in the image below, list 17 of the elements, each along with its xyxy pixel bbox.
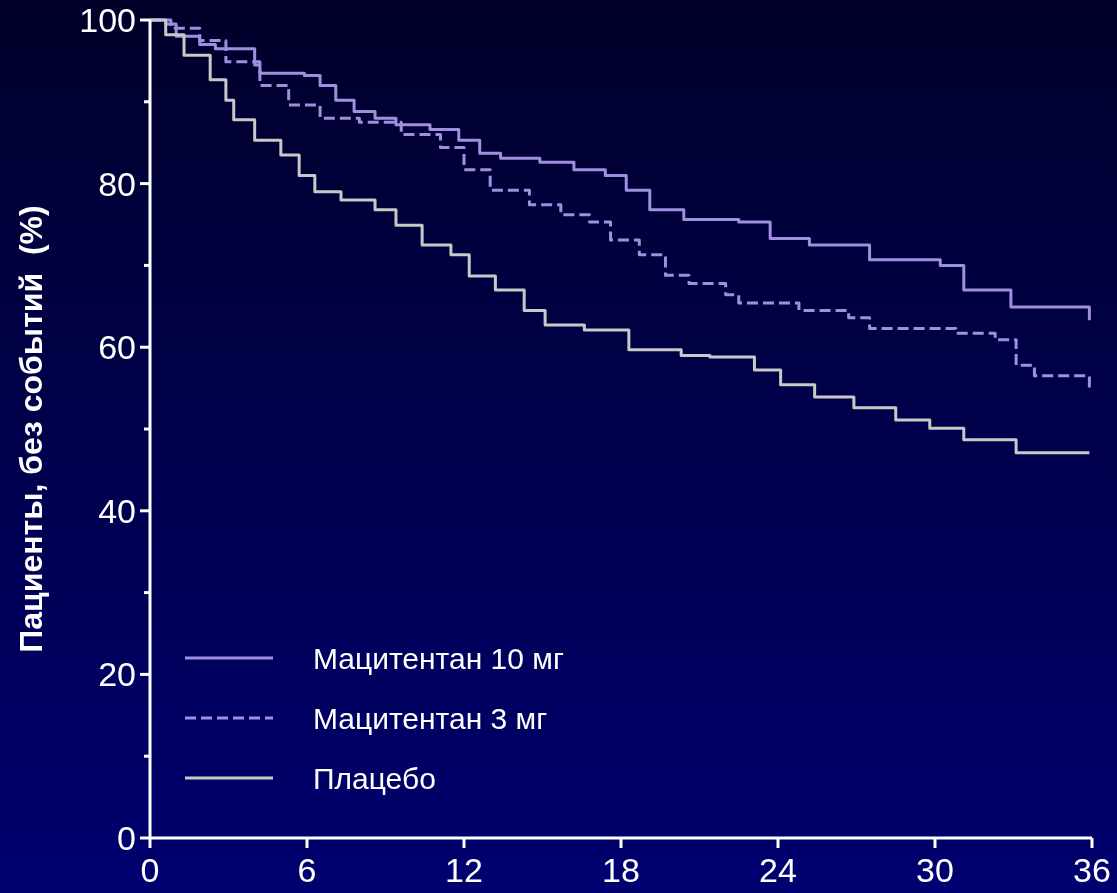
legend-label: Мацитентан 3 мг — [313, 701, 548, 735]
x-tick-label: 6 — [297, 851, 317, 889]
x-tick-label: 0 — [140, 851, 160, 889]
x-tick-label: 12 — [445, 851, 483, 889]
x-tick-label: 36 — [1073, 851, 1111, 889]
x-tick-label: 24 — [759, 851, 797, 889]
y-axis-title: Пациенты, без событий (%) — [13, 205, 49, 653]
y-tick-label: 100 — [79, 0, 136, 39]
y-tick-label: 0 — [117, 818, 136, 857]
x-tick-label: 18 — [602, 851, 640, 889]
y-tick-label: 60 — [98, 328, 136, 367]
y-tick-label: 20 — [98, 655, 136, 694]
legend-label: Мацитентан 10 мг — [313, 641, 564, 675]
y-tick-label: 80 — [98, 164, 136, 203]
y-tick-label: 40 — [98, 491, 136, 530]
x-tick-label: 30 — [916, 851, 954, 889]
legend-label: Плацебо — [313, 761, 436, 795]
